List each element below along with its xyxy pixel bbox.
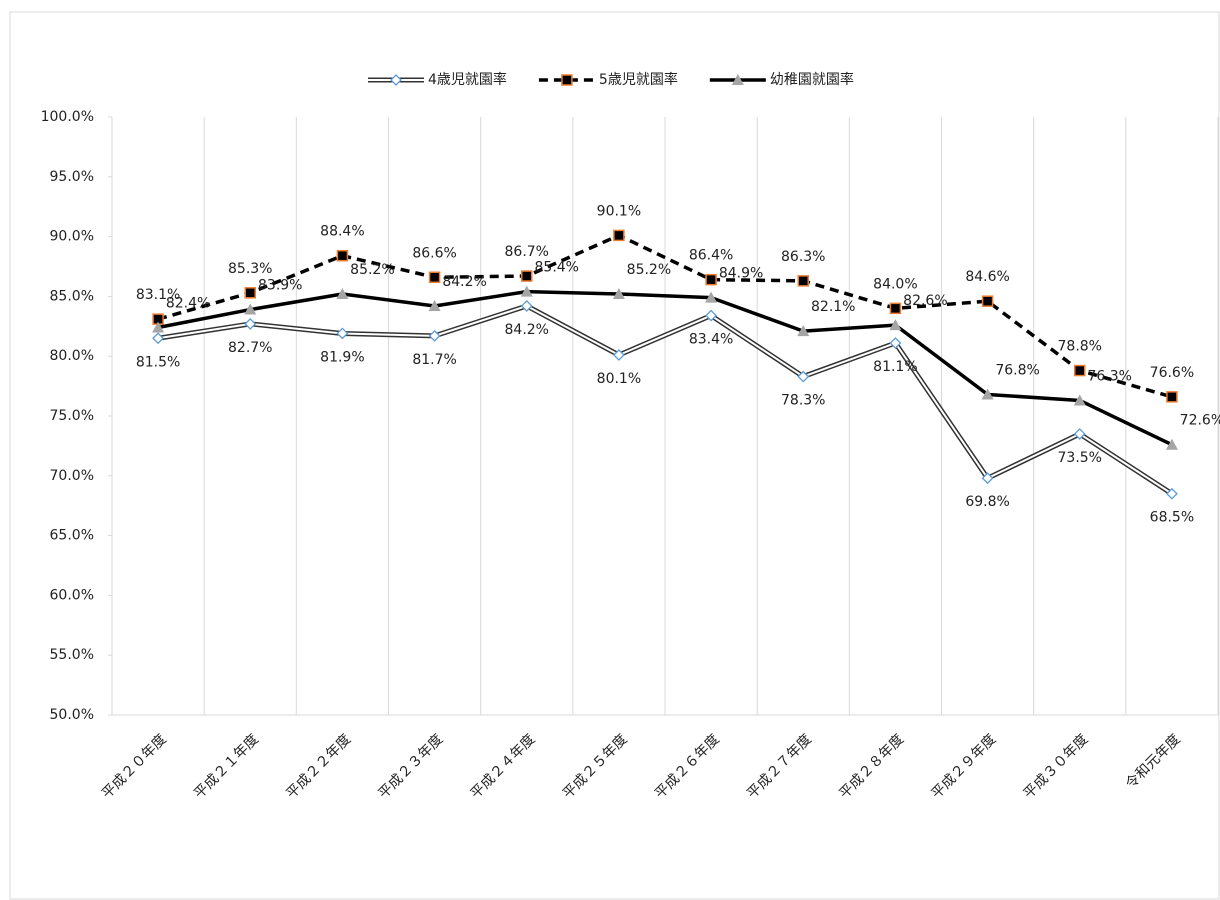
series-2: 82.4% 83.9% 85.2% 84.2% 85.4% 85.2% 84.9% 82.1%… <box>152 260 1220 450</box>
legend-marker <box>731 74 744 85</box>
marker <box>520 285 533 297</box>
y-tick-label: 80.0% <box>50 348 94 364</box>
data-label: 69.8% <box>965 494 1009 510</box>
y-tick-label: 95.0% <box>50 169 94 185</box>
marker <box>1074 364 1086 377</box>
marker <box>336 249 349 262</box>
data-label: 83.9% <box>258 278 302 294</box>
data-label: 84.9% <box>719 266 763 282</box>
marker <box>612 288 625 300</box>
data-label: 90.1% <box>597 203 641 219</box>
series-0: 81.5% 82.7% 81.9% 81.7% 84.2% 80.1% 83.4% 78.3%… <box>136 300 1194 526</box>
series-line-inner <box>157 304 1173 495</box>
series-1: 83.1% 85.3% 88.4% 86.6% 86.7% 90.1% 86.4% 86.3%… <box>136 203 1194 403</box>
marker <box>981 295 994 307</box>
data-label: 82.4% <box>166 295 210 311</box>
y-tick-label: 65.0% <box>50 528 94 544</box>
marker <box>1073 394 1086 406</box>
marker <box>1073 428 1086 440</box>
data-label: 81.1% <box>873 359 917 375</box>
data-label: 78.3% <box>781 393 825 409</box>
y-tick-label: 100.0% <box>41 109 94 125</box>
legend-label: 幼稚園就園率 <box>770 71 854 88</box>
data-label: 84.2% <box>442 274 486 290</box>
y-tick-label: 90.0% <box>50 229 94 245</box>
data-label: 76.8% <box>995 362 1039 378</box>
y-tick-label: 85.0% <box>50 288 94 304</box>
marker <box>521 270 533 282</box>
marker <box>797 325 810 337</box>
marker <box>889 302 902 315</box>
legend-label: 5歳児就園率 <box>599 71 678 88</box>
data-label: 68.5% <box>1150 510 1194 526</box>
marker <box>428 329 441 342</box>
chart-border <box>9 11 1220 900</box>
data-label: 86.3% <box>781 249 825 265</box>
data-label: 86.4% <box>689 248 733 264</box>
marker <box>428 271 441 284</box>
data-label: 76.6% <box>1150 365 1194 381</box>
marker <box>981 472 994 485</box>
y-tick-label: 70.0% <box>50 468 94 484</box>
data-label: 81.9% <box>320 349 364 365</box>
marker <box>336 288 349 300</box>
marker <box>1165 438 1178 450</box>
data-label: 81.5% <box>136 354 180 370</box>
series-line <box>157 233 1173 399</box>
marker <box>705 273 717 286</box>
data-label: 85.2% <box>350 262 394 278</box>
marker <box>152 332 165 345</box>
marker <box>244 303 257 315</box>
data-label: 84.0% <box>873 276 917 292</box>
data-label: 85.2% <box>627 262 671 278</box>
y-tick-label: 60.0% <box>50 587 94 603</box>
data-label: 73.5% <box>1058 450 1102 466</box>
data-label: 84.6% <box>965 269 1009 285</box>
data-label: 82.6% <box>903 293 947 309</box>
marker <box>981 388 994 400</box>
y-tick-label: 75.0% <box>50 408 94 424</box>
data-label: 80.1% <box>597 371 641 387</box>
data-label: 84.2% <box>505 322 549 338</box>
data-label: 85.4% <box>535 260 579 276</box>
marker <box>1166 391 1178 403</box>
data-label: 72.6% <box>1180 413 1220 429</box>
marker <box>1166 487 1178 500</box>
data-label: 83.1% <box>136 287 180 303</box>
data-label: 76.3% <box>1088 368 1132 384</box>
legend-marker <box>561 74 573 86</box>
marker <box>152 321 165 333</box>
data-label: 81.7% <box>412 352 456 368</box>
marker <box>889 319 902 331</box>
marker <box>520 300 533 312</box>
data-label: 82.7% <box>228 340 272 356</box>
y-tick-label: 50.0% <box>50 707 94 723</box>
marker <box>244 287 256 299</box>
marker <box>612 349 625 361</box>
marker <box>705 309 718 322</box>
marker <box>797 275 809 287</box>
marker <box>336 327 349 340</box>
marker <box>705 291 718 303</box>
marker <box>889 337 902 349</box>
y-tick-label: 55.0% <box>50 647 94 663</box>
data-label: 86.7% <box>505 244 549 260</box>
data-label: 82.1% <box>811 299 855 315</box>
legend-marker <box>390 74 402 86</box>
data-label: 78.8% <box>1058 339 1102 355</box>
marker <box>244 317 257 330</box>
marker <box>428 299 441 311</box>
marker <box>797 370 810 383</box>
data-label: 88.4% <box>320 224 364 240</box>
data-label: 83.4% <box>689 332 733 348</box>
series-line <box>157 289 1173 447</box>
legend-label: 4歳児就園率 <box>428 71 507 88</box>
marker <box>613 229 625 242</box>
data-label: 85.3% <box>228 261 272 277</box>
data-label: 86.6% <box>412 245 456 261</box>
